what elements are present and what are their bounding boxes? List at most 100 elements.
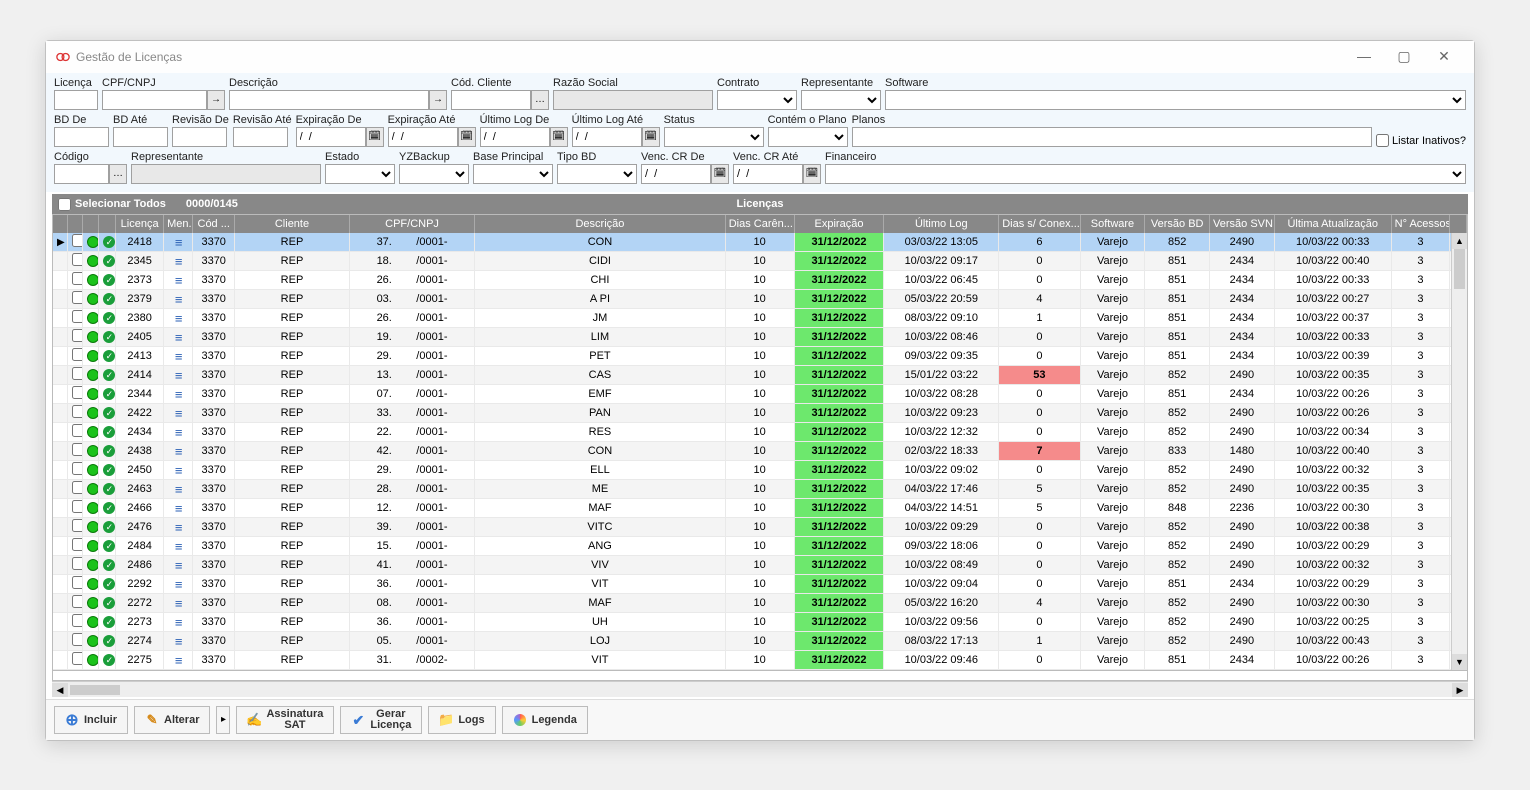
table-row[interactable]: ✓2413≡3370REP29. /0001-PET1031/12/202209…	[53, 347, 1467, 366]
contemplano-select[interactable]	[768, 127, 848, 147]
column-header[interactable]: Último Log	[884, 215, 999, 233]
menu-bars-icon[interactable]: ≡	[175, 254, 182, 269]
yzbackup-select[interactable]	[399, 164, 469, 184]
gerar-licenca-button[interactable]: ✔Gerar Licença	[340, 706, 422, 734]
table-row[interactable]: ✓2476≡3370REP39. /0001-VITC1031/12/20221…	[53, 518, 1467, 537]
assinatura-button[interactable]: ✍Assinatura SAT	[236, 706, 334, 734]
table-row[interactable]: ✓2273≡3370REP36. /0001-UH1031/12/202210/…	[53, 613, 1467, 632]
table-row[interactable]: ✓2379≡3370REP03. /0001-A PI1031/12/20220…	[53, 290, 1467, 309]
column-header[interactable]: Cód ...	[193, 215, 235, 233]
row-checkbox[interactable]	[72, 462, 82, 475]
menu-bars-icon[interactable]: ≡	[175, 292, 182, 307]
venccrate-input[interactable]	[733, 164, 803, 184]
alterar-dropdown-button[interactable]: ▸	[216, 706, 230, 734]
column-header[interactable]: Última Atualização	[1274, 215, 1391, 233]
column-header[interactable]: Software	[1080, 215, 1145, 233]
column-header[interactable]: Dias Carên...	[725, 215, 794, 233]
menu-bars-icon[interactable]: ≡	[175, 463, 182, 478]
menu-bars-icon[interactable]: ≡	[175, 653, 182, 668]
column-header[interactable]	[1450, 215, 1467, 233]
menu-bars-icon[interactable]: ≡	[175, 558, 182, 573]
column-header[interactable]: Men...	[164, 215, 193, 233]
vertical-scrollbar[interactable]: ▲ ▼	[1451, 233, 1467, 670]
codcliente-lookup-button[interactable]: …	[531, 90, 549, 110]
row-checkbox[interactable]	[72, 652, 82, 665]
row-checkbox[interactable]	[72, 348, 82, 361]
revde-input[interactable]	[172, 127, 227, 147]
legenda-button[interactable]: Legenda	[502, 706, 588, 734]
cpfcnpj-input[interactable]	[102, 90, 207, 110]
menu-bars-icon[interactable]: ≡	[175, 634, 182, 649]
row-checkbox[interactable]	[72, 614, 82, 627]
ultlogate-input[interactable]	[572, 127, 642, 147]
table-row[interactable]: ✓2373≡3370REP26. /0001-CHI1031/12/202210…	[53, 271, 1467, 290]
scroll-down-icon[interactable]: ▼	[1452, 654, 1467, 670]
row-checkbox[interactable]	[72, 234, 82, 247]
financeiro-select[interactable]	[825, 164, 1466, 184]
expate-input[interactable]	[388, 127, 458, 147]
column-header[interactable]: Versão BD	[1145, 215, 1210, 233]
table-row[interactable]: ✓2344≡3370REP07. /0001-EMF1031/12/202210…	[53, 385, 1467, 404]
menu-bars-icon[interactable]: ≡	[175, 330, 182, 345]
menu-bars-icon[interactable]: ≡	[175, 501, 182, 516]
row-checkbox[interactable]	[72, 519, 82, 532]
column-header[interactable]	[53, 215, 68, 233]
row-checkbox[interactable]	[72, 538, 82, 551]
expde-input[interactable]	[296, 127, 366, 147]
row-checkbox[interactable]	[72, 329, 82, 342]
menu-bars-icon[interactable]: ≡	[175, 520, 182, 535]
menu-bars-icon[interactable]: ≡	[175, 235, 182, 250]
codcliente-input[interactable]	[451, 90, 531, 110]
bdate-input[interactable]	[113, 127, 168, 147]
menu-bars-icon[interactable]: ≡	[175, 349, 182, 364]
ultlogde-input[interactable]	[480, 127, 550, 147]
menu-bars-icon[interactable]: ≡	[175, 539, 182, 554]
table-row[interactable]: ✓2274≡3370REP05. /0001-LOJ1031/12/202208…	[53, 632, 1467, 651]
ultlogate-calendar-icon[interactable]: 🗓	[642, 127, 660, 147]
maximize-button[interactable]: ▢	[1384, 47, 1424, 67]
row-checkbox[interactable]	[72, 253, 82, 266]
table-row[interactable]: ✓2422≡3370REP33. /0001-PAN1031/12/202210…	[53, 404, 1467, 423]
row-checkbox[interactable]	[72, 405, 82, 418]
menu-bars-icon[interactable]: ≡	[175, 425, 182, 440]
table-row[interactable]: ✓2434≡3370REP22. /0001-RES1031/12/202210…	[53, 423, 1467, 442]
software-select[interactable]	[885, 90, 1466, 110]
logs-button[interactable]: 📁Logs	[428, 706, 495, 734]
column-header[interactable]: CPF/CNPJ	[349, 215, 474, 233]
menu-bars-icon[interactable]: ≡	[175, 311, 182, 326]
scroll-left-icon[interactable]: ◀	[52, 683, 68, 697]
row-checkbox[interactable]	[72, 272, 82, 285]
row-checkbox[interactable]	[72, 557, 82, 570]
row-checkbox[interactable]	[72, 386, 82, 399]
table-row[interactable]: ✓2466≡3370REP12. /0001-MAF1031/12/202204…	[53, 499, 1467, 518]
table-row[interactable]: ✓2275≡3370REP31. /0002-VIT1031/12/202210…	[53, 651, 1467, 670]
row-checkbox[interactable]	[72, 367, 82, 380]
tipobd-select[interactable]	[557, 164, 637, 184]
column-header[interactable]	[82, 215, 99, 233]
column-header[interactable]	[68, 215, 83, 233]
table-row[interactable]: ✓2405≡3370REP19. /0001-LIM1031/12/202210…	[53, 328, 1467, 347]
hscroll-thumb[interactable]	[70, 685, 120, 695]
estado-select[interactable]	[325, 164, 395, 184]
alterar-button[interactable]: ✎Alterar	[134, 706, 210, 734]
incluir-button[interactable]: ⊕Incluir	[54, 706, 128, 734]
column-header[interactable]: Cliente	[235, 215, 350, 233]
listar-inativos-checkbox[interactable]	[1376, 134, 1389, 147]
revate-input[interactable]	[233, 127, 288, 147]
codigo-lookup-button[interactable]: …	[109, 164, 127, 184]
venccrate-calendar-icon[interactable]: 🗓	[803, 164, 821, 184]
codigo-input[interactable]	[54, 164, 109, 184]
venccrde-calendar-icon[interactable]: 🗓	[711, 164, 729, 184]
table-row[interactable]: ▶✓2418≡3370REP37. /0001-CON1031/12/20220…	[53, 233, 1467, 252]
menu-bars-icon[interactable]: ≡	[175, 577, 182, 592]
expde-calendar-icon[interactable]: 🗓	[366, 127, 384, 147]
column-header[interactable]: Dias s/ Conex...	[999, 215, 1080, 233]
table-row[interactable]: ✓2486≡3370REP41. /0001-VIV1031/12/202210…	[53, 556, 1467, 575]
column-header[interactable]: Expiração	[794, 215, 884, 233]
table-row[interactable]: ✓2463≡3370REP28. /0001-ME1031/12/202204/…	[53, 480, 1467, 499]
row-checkbox[interactable]	[72, 443, 82, 456]
status-select[interactable]	[664, 127, 764, 147]
row-checkbox[interactable]	[72, 595, 82, 608]
bdde-input[interactable]	[54, 127, 109, 147]
minimize-button[interactable]: —	[1344, 47, 1384, 67]
